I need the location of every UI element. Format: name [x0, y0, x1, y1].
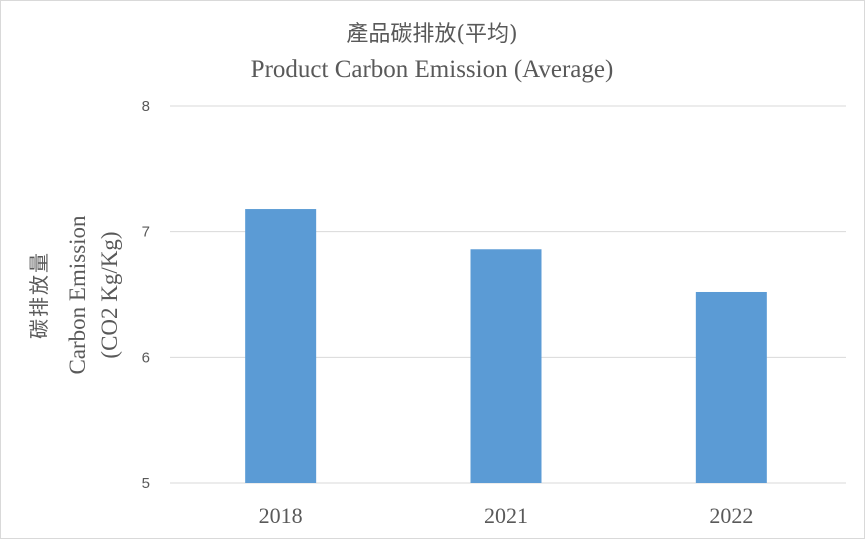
y-tick-label: 5: [142, 475, 150, 492]
bars: [245, 209, 767, 483]
bar-2022: [695, 291, 767, 483]
chart-title: 產品碳排放(平均): [346, 22, 517, 47]
y-tick-label: 8: [142, 98, 150, 115]
bar-2021: [470, 249, 542, 483]
y-axis-label-unit: (CO2 Kg/Kg): [97, 231, 122, 358]
chart-subtitle: Product Carbon Emission (Average): [251, 56, 614, 83]
x-tick-label: 2018: [259, 503, 303, 528]
x-tick-label: 2022: [709, 503, 753, 528]
y-tick-label: 6: [142, 349, 150, 366]
x-axis-ticks: 2018 2021 2022: [259, 503, 754, 528]
bar-2018: [245, 209, 317, 483]
y-axis-label: Carbon Emission: [65, 215, 90, 375]
y-axis-label-zh: 碳排放量: [27, 251, 51, 339]
x-tick-label: 2021: [484, 503, 528, 528]
y-axis-ticks: 5 6 7 8: [142, 98, 150, 492]
y-tick-label: 7: [142, 224, 150, 241]
